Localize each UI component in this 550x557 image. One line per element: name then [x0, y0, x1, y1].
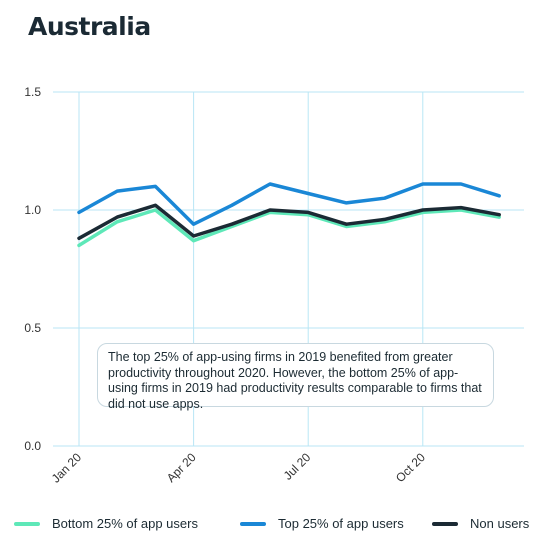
x-axis-tick-labels: Jan 20 Apr 20 Jul 20 Oct 20 — [49, 450, 428, 486]
annotation-box: The top 25% of app-using firms in 2019 b… — [97, 343, 494, 411]
chart-title: Australia — [28, 12, 151, 41]
y-tick-label: 1.0 — [24, 203, 41, 217]
legend-swatch-bottom-25 — [14, 521, 40, 526]
series-line-non-users — [77, 203, 501, 241]
legend-label-top-25: Top 25% of app users — [278, 516, 404, 531]
x-tick-label: Jan 20 — [49, 450, 85, 486]
series-line-bottom-25 — [77, 208, 501, 248]
legend-label-non-users: Non users — [470, 516, 530, 531]
legend-swatch-non-users — [432, 521, 458, 526]
legend-label-bottom-25: Bottom 25% of app users — [52, 516, 198, 531]
legend-item-top-25[interactable]: Top 25% of app users — [240, 516, 404, 531]
x-tick-label: Oct 20 — [393, 450, 428, 485]
y-tick-label: 0.5 — [24, 321, 41, 335]
y-tick-label: 1.5 — [24, 85, 41, 99]
x-tick-label: Jul 20 — [281, 450, 314, 483]
x-tick-label: Apr 20 — [164, 450, 199, 485]
legend-swatch-top-25 — [240, 521, 266, 526]
y-tick-label: 0.0 — [24, 439, 41, 453]
legend-item-non-users[interactable]: Non users — [432, 516, 529, 531]
line-chart: 0.0 0.5 1.0 1.5 Jan 20 Apr 20 Jul 20 Oct 20 — [24, 85, 524, 486]
legend: Bottom 25% of app users Top 25% of app u… — [0, 516, 550, 536]
series-lines — [77, 182, 501, 248]
legend-item-bottom-25[interactable]: Bottom 25% of app users — [14, 516, 198, 531]
series-line-top-25 — [77, 182, 501, 226]
y-axis-tick-labels: 0.0 0.5 1.0 1.5 — [24, 85, 41, 453]
